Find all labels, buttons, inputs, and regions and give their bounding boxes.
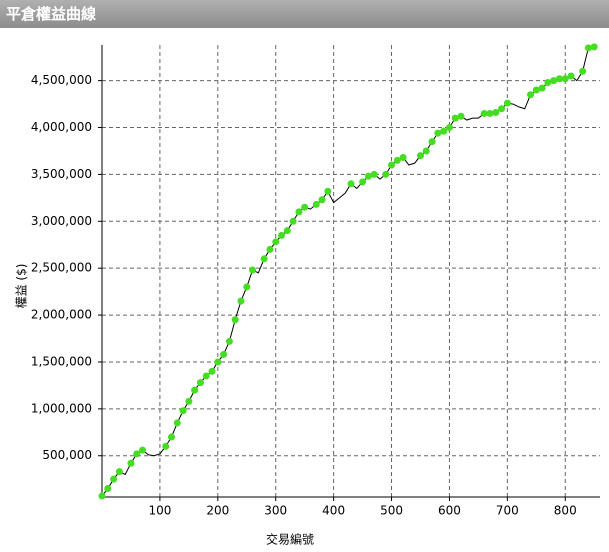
new-high-marker bbox=[416, 152, 424, 160]
new-high-marker bbox=[498, 105, 506, 113]
new-high-marker bbox=[220, 350, 228, 358]
new-high-marker bbox=[550, 77, 558, 85]
new-high-marker bbox=[191, 386, 199, 394]
new-high-marker bbox=[492, 109, 500, 117]
new-high-marker bbox=[179, 407, 187, 415]
new-high-marker bbox=[347, 180, 355, 188]
new-high-marker bbox=[196, 379, 204, 387]
new-high-marker bbox=[225, 337, 233, 345]
new-high-marker bbox=[584, 44, 592, 52]
new-high-marker bbox=[555, 75, 563, 83]
x-tick-label: 400 bbox=[322, 504, 345, 518]
new-high-marker bbox=[370, 170, 378, 178]
x-tick-label: 300 bbox=[264, 504, 287, 518]
new-high-marker bbox=[115, 468, 123, 476]
new-high-marker bbox=[590, 43, 598, 51]
new-high-marker bbox=[544, 79, 552, 87]
x-tick-label: 600 bbox=[438, 504, 461, 518]
title: 平倉權益曲線 bbox=[6, 5, 97, 23]
new-high-marker bbox=[503, 99, 511, 107]
new-high-marker bbox=[532, 86, 540, 94]
new-high-marker bbox=[127, 459, 135, 467]
y-tick-label: 1,500,000 bbox=[31, 354, 92, 368]
new-high-marker bbox=[399, 154, 407, 162]
y-tick-label: 2,000,000 bbox=[31, 308, 92, 322]
x-tick-label: 800 bbox=[554, 504, 577, 518]
new-high-marker bbox=[167, 433, 175, 441]
y-tick-label: 3,500,000 bbox=[31, 167, 92, 181]
new-high-marker bbox=[364, 172, 372, 180]
new-high-marker bbox=[283, 227, 291, 235]
x-tick-label: 200 bbox=[206, 504, 229, 518]
new-high-marker bbox=[266, 245, 274, 253]
x-tick-label: 700 bbox=[496, 504, 519, 518]
new-high-marker bbox=[393, 156, 401, 164]
new-high-marker bbox=[249, 266, 257, 274]
new-high-marker bbox=[162, 442, 170, 450]
new-high-marker bbox=[98, 492, 106, 500]
y-tick-label: 500,000 bbox=[42, 448, 92, 462]
new-high-marker bbox=[295, 208, 303, 216]
y-tick-label: 4,000,000 bbox=[31, 120, 92, 134]
new-high-marker bbox=[104, 485, 112, 493]
x-tick-label: 500 bbox=[380, 504, 403, 518]
new-high-marker bbox=[208, 367, 216, 375]
new-high-marker bbox=[202, 372, 210, 380]
new-high-marker bbox=[110, 475, 118, 483]
new-high-marker bbox=[538, 84, 546, 92]
new-high-marker bbox=[440, 127, 448, 135]
new-high-marker bbox=[312, 200, 320, 208]
new-high-marker bbox=[527, 91, 535, 99]
y-tick-label: 2,500,000 bbox=[31, 261, 92, 275]
new-high-marker bbox=[231, 316, 239, 324]
x-axis-label: 交易編號 bbox=[266, 532, 314, 547]
new-high-marker bbox=[173, 419, 181, 427]
new-high-marker bbox=[445, 124, 453, 132]
new-high-marker bbox=[382, 170, 390, 178]
new-high-marker bbox=[561, 75, 569, 83]
new-high-marker bbox=[359, 178, 367, 186]
new-high-marker bbox=[318, 196, 326, 204]
new-high-marker bbox=[139, 446, 147, 454]
new-high-marker bbox=[260, 255, 268, 263]
new-high-marker bbox=[133, 450, 141, 458]
y-axis-label: 權益 ($) bbox=[15, 264, 29, 309]
y-tick-label: 3,000,000 bbox=[31, 214, 92, 228]
y-tick-label: 4,500,000 bbox=[31, 73, 92, 87]
new-high-marker bbox=[272, 238, 280, 246]
new-high-marker bbox=[457, 112, 465, 120]
new-high-marker bbox=[289, 217, 297, 225]
new-high-marker bbox=[237, 297, 245, 305]
y-tick-label: 1,000,000 bbox=[31, 401, 92, 415]
chart: 交易編號 權益 ($) 500,000 1,000,000 1,500,000 2,0… bbox=[15, 43, 600, 547]
new-high-marker bbox=[480, 109, 488, 117]
new-high-marker bbox=[301, 203, 309, 211]
new-high-marker bbox=[422, 147, 430, 155]
new-high-marker bbox=[579, 67, 587, 75]
new-high-marker bbox=[388, 161, 396, 169]
equity-line bbox=[101, 46, 595, 497]
new-high-marker bbox=[428, 138, 436, 146]
new-high-marker bbox=[214, 358, 222, 366]
new-high-marker bbox=[324, 187, 332, 195]
title-bar: 平倉權益曲線 bbox=[0, 0, 609, 28]
new-high-marker bbox=[434, 129, 442, 137]
new-high-marker bbox=[567, 72, 575, 80]
new-high-marker bbox=[278, 231, 286, 239]
x-tick-label: 100 bbox=[148, 504, 171, 518]
new-high-marker bbox=[486, 109, 494, 117]
new-high-marker bbox=[451, 114, 459, 122]
new-high-marker bbox=[185, 397, 193, 405]
new-high-marker bbox=[243, 283, 251, 291]
